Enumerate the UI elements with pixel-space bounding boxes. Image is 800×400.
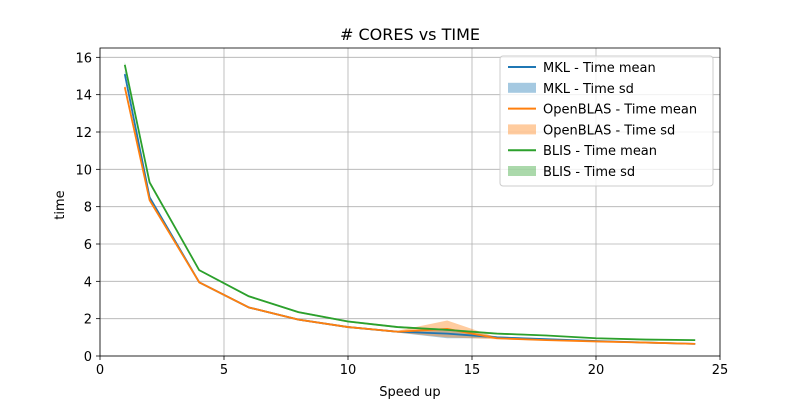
x-tick-label: 10 <box>340 363 357 378</box>
x-tick-label: 25 <box>712 363 729 378</box>
legend-patch-swatch <box>508 82 536 93</box>
axes: 0 5 10 15 20 25 0 2 4 6 8 10 12 14 16 <box>75 47 729 378</box>
y-tick-label: 12 <box>75 126 92 141</box>
x-tick-label: 15 <box>464 363 481 378</box>
x-tick-label: 5 <box>220 363 228 378</box>
legend-label: BLIS - Time mean <box>543 144 657 159</box>
y-tick-label: 0 <box>84 350 92 365</box>
y-tick-label: 16 <box>75 51 92 66</box>
legend-label: OpenBLAS - Time mean <box>543 103 697 118</box>
series-line <box>123 64 696 342</box>
legend-label: MKL - Time mean <box>543 61 656 76</box>
y-axis-label: time <box>53 190 68 219</box>
series-line <box>123 87 696 345</box>
y-tick-label: 8 <box>84 201 92 216</box>
legend-label: OpenBLAS - Time sd <box>543 123 675 138</box>
x-tick-label: 0 <box>96 363 104 378</box>
legend-label: BLIS - Time sd <box>543 165 635 180</box>
plot-frame <box>99 47 721 357</box>
y-tick-label: 14 <box>75 89 92 104</box>
x-axis-label: Speed up <box>379 385 440 400</box>
legend-label: MKL - Time sd <box>543 82 634 97</box>
y-tick-label: 4 <box>84 275 92 290</box>
y-tick-label: 2 <box>84 313 92 328</box>
legend-patch-swatch <box>508 166 536 176</box>
y-tick-label: 10 <box>75 163 92 178</box>
y-tick-label: 6 <box>84 238 92 253</box>
legend-patch-swatch <box>508 124 536 135</box>
legend: MKL - Time mean MKL - Time sd OpenBLAS - T… <box>499 55 714 187</box>
legend-box <box>499 55 714 187</box>
x-tick-label: 20 <box>588 363 605 378</box>
series-lines <box>123 64 696 345</box>
chart-title: # CORES vs TIME <box>340 25 480 44</box>
